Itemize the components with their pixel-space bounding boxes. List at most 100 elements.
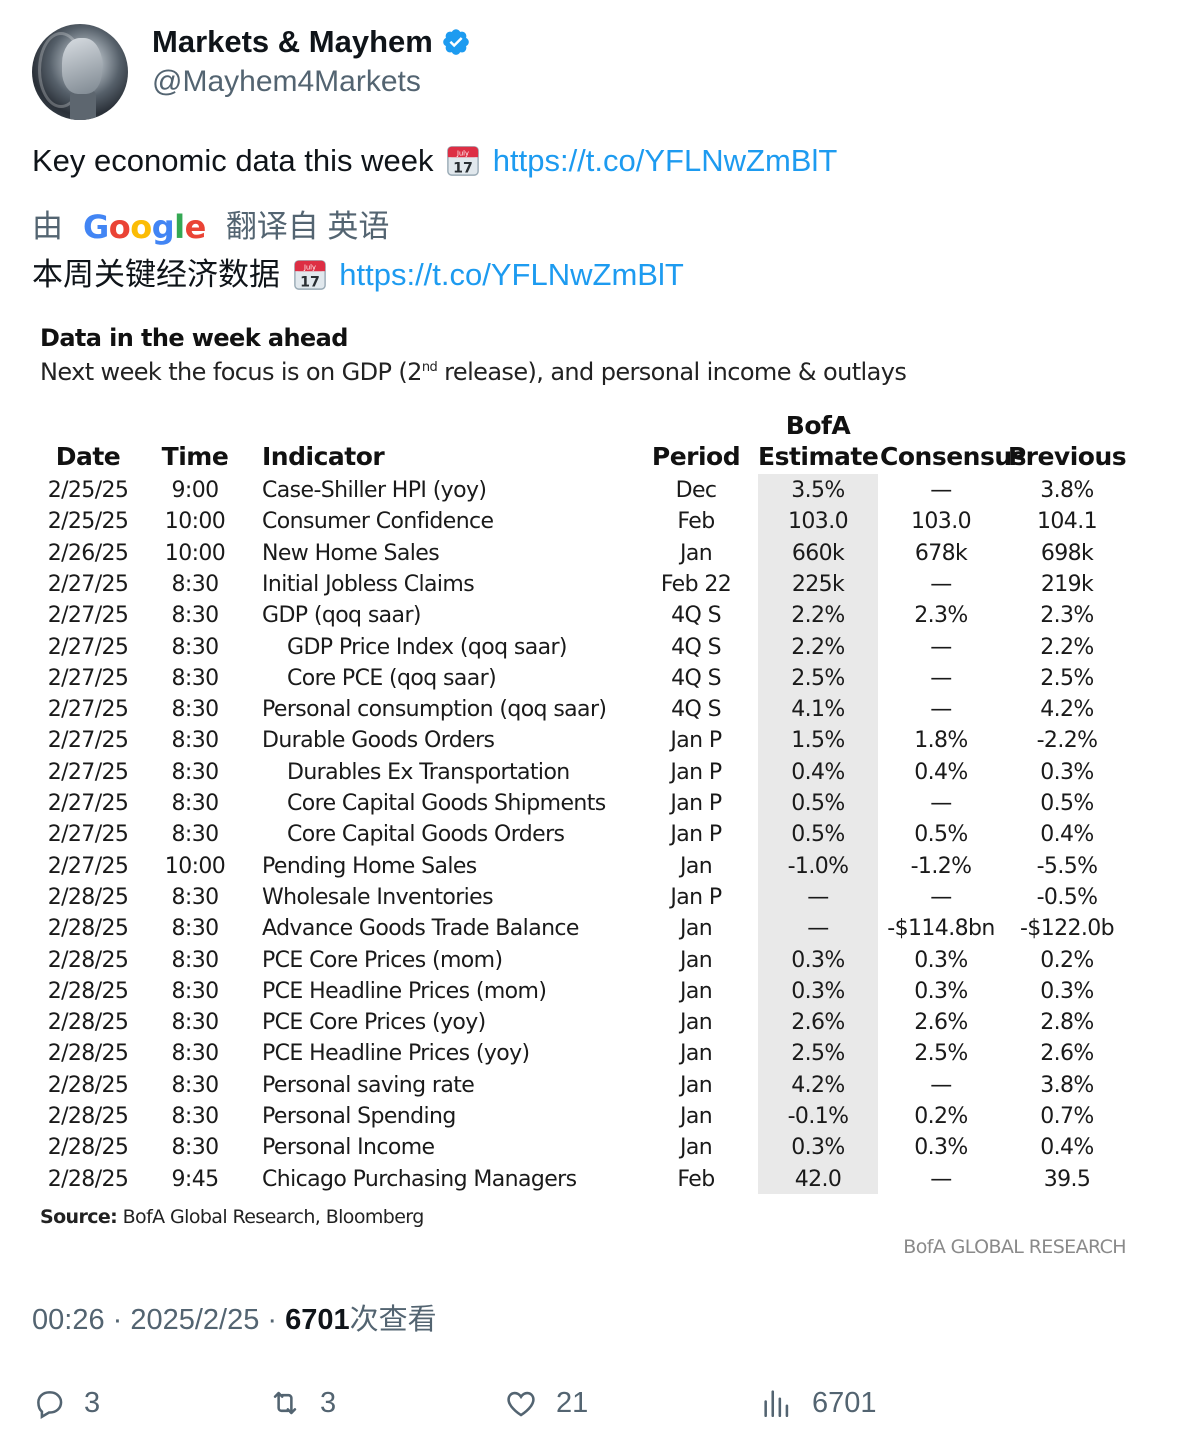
- svg-text:July: July: [456, 149, 469, 157]
- cell-previous: 2.5%: [1040, 665, 1094, 691]
- author-name[interactable]: Markets & Mayhem: [152, 24, 433, 59]
- cell-time: 9:00: [171, 478, 219, 503]
- cell-previous: -5.5%: [1036, 853, 1098, 879]
- cell-time: 8:30: [171, 916, 219, 942]
- cell-time: 8:30: [171, 884, 219, 910]
- retweet-button[interactable]: 3: [268, 1386, 336, 1420]
- cell-indicator: Core PCE (qoq saar): [287, 665, 497, 691]
- cell-consensus: 103.0: [911, 509, 972, 535]
- cell-indicator: PCE Headline Prices (mom): [262, 978, 547, 1004]
- table-row: 2/27/25 8:30 Core Capital Goods Shipments J…: [32, 789, 1152, 820]
- cell-estimate: 660k: [791, 540, 845, 566]
- cell-time: 8:30: [171, 603, 219, 629]
- cell-indicator: Wholesale Inventories: [262, 884, 494, 910]
- header-estimate-top: BofA: [785, 411, 851, 440]
- retweet-count: 3: [320, 1386, 337, 1419]
- media-title: Data in the week ahead: [40, 324, 348, 352]
- cell-estimate: 1.5%: [791, 728, 845, 754]
- author-name-row[interactable]: Markets & Mayhem: [152, 24, 471, 60]
- table-row: 2/28/25 8:30 Personal saving rate Jan 4.2% — 3…: [32, 1071, 1152, 1102]
- cell-previous: 0.3%: [1040, 978, 1094, 1004]
- cell-indicator: Personal Income: [262, 1135, 435, 1161]
- tweet-time[interactable]: 00:26: [32, 1304, 105, 1336]
- meta-separator: ·: [259, 1304, 286, 1336]
- table-row: 2/27/25 8:30 GDP Price Index (qoq saar) 4Q …: [32, 633, 1152, 664]
- cell-date: 2/25/25: [47, 478, 129, 503]
- cell-date: 2/27/25: [47, 822, 129, 848]
- cell-previous: -2.2%: [1036, 728, 1098, 754]
- svg-text:17: 17: [300, 274, 320, 290]
- cell-previous: 0.4%: [1040, 822, 1094, 848]
- table-row: 2/25/25 9:00 Case-Shiller HPI (yoy) Dec 3.5%…: [32, 476, 1152, 507]
- cell-period: Jan P: [670, 791, 722, 816]
- source-text: BofA Global Research, Bloomberg: [117, 1206, 425, 1228]
- cell-estimate: -0.1%: [787, 1104, 849, 1129]
- svg-text:July: July: [303, 263, 316, 271]
- calendar-icon: July 17: [447, 146, 479, 176]
- table-row: 2/28/25 9:45 Chicago Purchasing Managers Fe…: [32, 1165, 1152, 1196]
- table-row: 2/27/25 10:00 Pending Home Sales Jan -1.0% -1…: [32, 852, 1152, 883]
- views-action-count: 6701: [812, 1386, 877, 1419]
- cell-consensus: -1.2%: [910, 853, 972, 879]
- tweet-media-image[interactable]: Data in the week ahead Next week the foc…: [32, 318, 1164, 1268]
- header-indicator: Indicator: [262, 442, 385, 471]
- cell-indicator: Personal saving rate: [262, 1072, 475, 1098]
- reply-button[interactable]: 3: [32, 1386, 100, 1420]
- translation-suffix: 翻译自 英语: [225, 209, 390, 244]
- tweet-meta: 00:26 · 2025/2/25 · 6701次查看: [32, 1300, 437, 1340]
- cell-consensus: -$114.8bn: [887, 916, 995, 942]
- cell-indicator: PCE Core Prices (yoy): [262, 1010, 486, 1036]
- cell-date: 2/27/25: [47, 697, 129, 723]
- like-button[interactable]: 21: [504, 1386, 588, 1420]
- cell-estimate: -1.0%: [787, 853, 849, 879]
- cell-indicator: Personal Spending: [262, 1104, 456, 1129]
- subtitle-superscript: nd: [421, 360, 438, 375]
- author-handle[interactable]: @Mayhem4Markets: [152, 65, 421, 98]
- calendar-icon: July 17: [293, 260, 326, 290]
- cell-consensus: —: [930, 665, 952, 691]
- cell-time: 8:30: [171, 978, 219, 1004]
- cell-consensus: 1.8%: [914, 728, 968, 754]
- translated-text: 本周关键经济数据 July 17 https://t.co/YFLNwZmBlT: [32, 254, 684, 296]
- cell-indicator: Core Capital Goods Orders: [287, 822, 565, 848]
- avatar[interactable]: [32, 24, 128, 120]
- cell-indicator: Personal consumption (qoq saar): [262, 697, 607, 723]
- tweet-link[interactable]: https://t.co/YFLNwZmBlT: [492, 143, 838, 178]
- cell-previous: 0.2%: [1040, 947, 1094, 973]
- cell-period: Jan: [679, 978, 713, 1004]
- cell-previous: 2.3%: [1040, 603, 1094, 629]
- cell-date: 2/27/25: [47, 665, 129, 691]
- cell-previous: 2.2%: [1040, 634, 1094, 660]
- cell-indicator: PCE Core Prices (mom): [262, 947, 503, 973]
- views-label: 次查看: [349, 1304, 437, 1336]
- meta-separator: ·: [104, 1304, 131, 1336]
- table-row: 2/27/25 8:30 Durables Ex Transportation Jan…: [32, 758, 1152, 789]
- cell-consensus: 678k: [914, 540, 968, 566]
- cell-previous: -0.5%: [1036, 884, 1098, 910]
- cell-estimate: 4.1%: [791, 697, 845, 723]
- translated-link[interactable]: https://t.co/YFLNwZmBlT: [339, 257, 684, 292]
- verified-badge-icon: [443, 29, 469, 55]
- cell-period: Jan: [679, 947, 713, 973]
- cell-period: Jan: [679, 853, 713, 879]
- cell-estimate: 4.2%: [791, 1072, 845, 1098]
- views-button[interactable]: 6701: [760, 1386, 877, 1420]
- table-row: 2/27/25 8:30 GDP (qoq saar) 4Q S 2.2% 2.3% 2.3…: [32, 601, 1152, 632]
- cell-time: 10:00: [164, 509, 226, 535]
- cell-indicator: Consumer Confidence: [262, 509, 494, 535]
- table-row: 2/27/25 8:30 Personal consumption (qoq saa…: [32, 695, 1152, 726]
- cell-previous: 0.4%: [1040, 1135, 1094, 1161]
- table-row: 2/28/25 8:30 Personal Income Jan 0.3% 0.3% 0.4…: [32, 1133, 1152, 1164]
- cell-period: Feb: [677, 509, 715, 535]
- cell-date: 2/28/25: [47, 947, 129, 973]
- cell-consensus: —: [930, 1166, 952, 1192]
- views-count: 6701: [285, 1304, 350, 1336]
- cell-date: 2/28/25: [47, 978, 129, 1004]
- tweet-date[interactable]: 2025/2/25: [130, 1304, 260, 1336]
- subtitle-part-2: release), and personal income & outlays: [437, 358, 907, 386]
- cell-estimate: 2.5%: [791, 665, 845, 691]
- cell-consensus: 0.4%: [914, 759, 968, 785]
- google-logo: Google: [83, 208, 206, 246]
- cell-estimate: 2.2%: [791, 634, 845, 660]
- reply-count: 3: [84, 1386, 101, 1419]
